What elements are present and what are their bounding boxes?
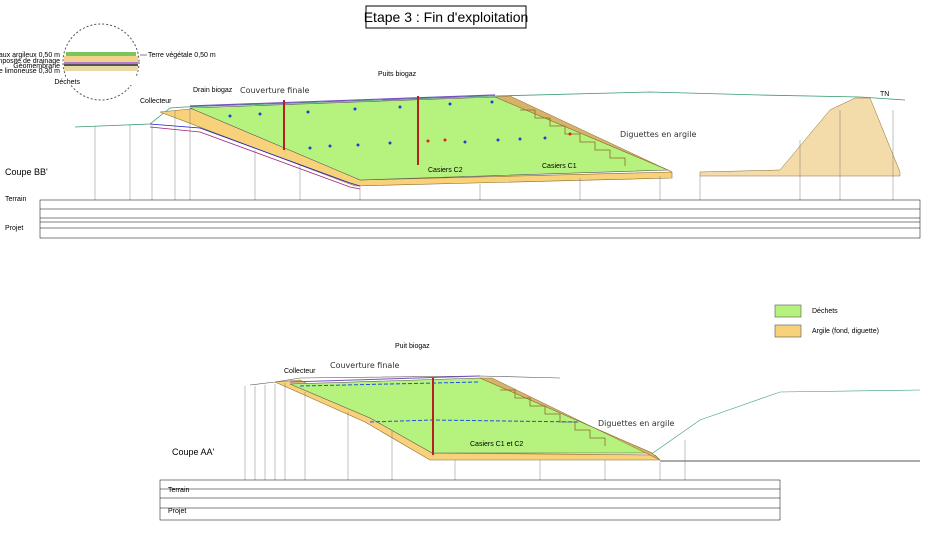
inset-label: Matériaux argileux 0,50 m [0, 52, 60, 59]
section-title: Coupe BB' [5, 167, 48, 177]
label: Diguettes en argile [598, 419, 674, 428]
inset-label: Terre végétale 0,50 m [148, 52, 216, 59]
row-label: Terrain [168, 487, 190, 494]
label: Couverture finale [330, 361, 400, 370]
label: Casiers C1 et C2 [470, 441, 523, 448]
inset-label: Géocomposite de drainage [0, 58, 60, 65]
label: TN [880, 91, 889, 98]
legend-label: Argile (fond, diguette) [812, 328, 879, 335]
label: Drain biogaz [193, 87, 233, 94]
legend-swatch [774, 304, 802, 318]
title: Etape 3 : Fin d'exploitation [364, 9, 529, 25]
row-label: Terrain [5, 196, 27, 203]
label: Collecteur [284, 368, 316, 375]
label: Couverture finale [240, 86, 310, 95]
row-label: Projet [5, 225, 23, 232]
label: Puits biogaz [378, 71, 417, 78]
legend-swatch [774, 324, 802, 338]
label: Casiers C2 [428, 167, 463, 174]
title-box [365, 5, 527, 29]
label: Collecteur [140, 98, 172, 105]
inset-label: Géomembrane [13, 63, 60, 70]
label: Casiers C1 [542, 163, 577, 170]
inset-label: Déchets [54, 79, 80, 86]
legend-label: Déchets [812, 308, 838, 315]
label: Puit biogaz [395, 343, 430, 350]
section-aa [159, 375, 921, 521]
inset-label: Couche limoneuse 0,30 m [0, 68, 60, 75]
section-title: Coupe AA' [172, 447, 215, 457]
section-bb [39, 91, 921, 239]
inset: Terre végétale 0,50 m [62, 23, 216, 101]
label: Diguettes en argile [620, 130, 696, 139]
row-label: Projet [168, 508, 186, 515]
